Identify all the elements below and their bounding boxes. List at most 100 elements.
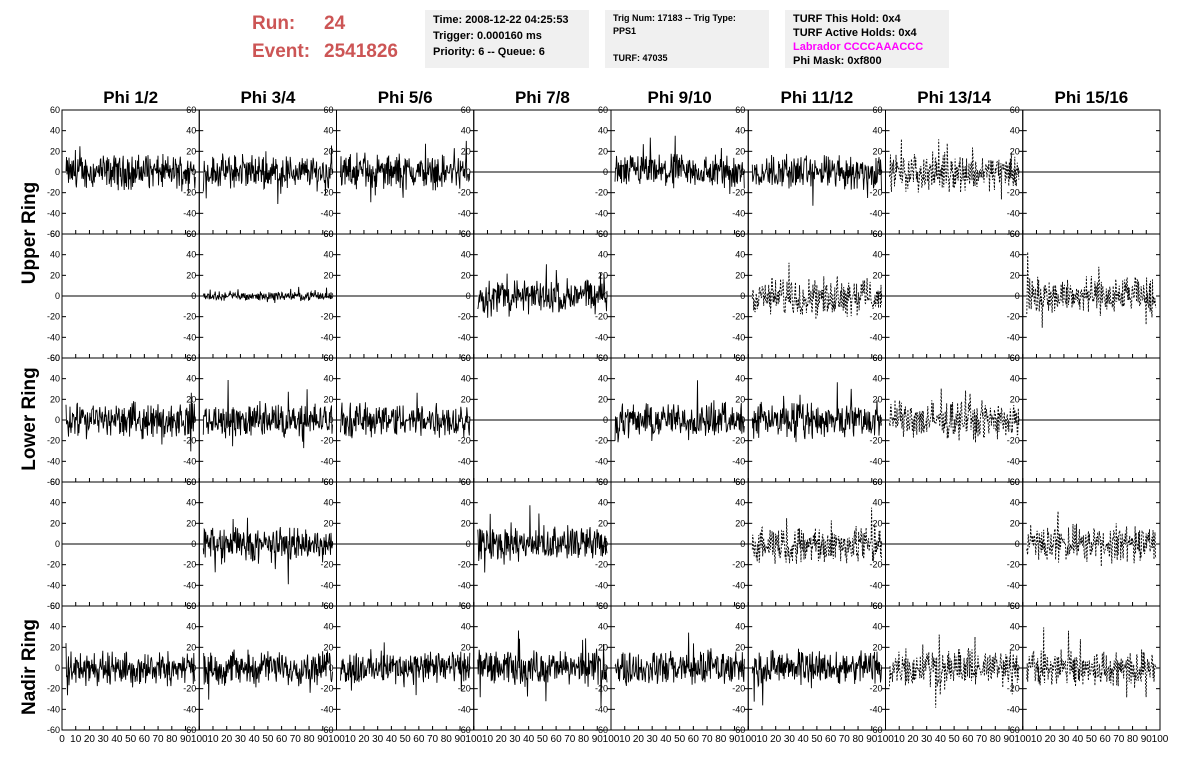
y-tick-label: -20: [1007, 684, 1020, 694]
y-tick-label: 40: [872, 498, 882, 508]
x-tick-label: 30: [1058, 734, 1070, 745]
y-tick-label: -40: [869, 456, 882, 466]
y-tick-label: 20: [735, 270, 745, 280]
y-tick-label: 20: [461, 518, 471, 528]
y-tick-label: 60: [461, 353, 471, 363]
y-tick-label: 40: [872, 622, 882, 632]
waveform-line: [751, 507, 882, 564]
y-tick-label: -20: [732, 560, 745, 570]
phi-header: Phi 1/2: [103, 88, 159, 107]
y-tick-label: -20: [1007, 312, 1020, 322]
y-tick-label: -60: [47, 229, 60, 239]
y-tick-label: 40: [461, 374, 471, 384]
y-tick-label: 0: [603, 291, 608, 301]
y-tick-label: 0: [328, 167, 333, 177]
y-tick-label: 60: [186, 477, 196, 487]
x-tick-label: 40: [1072, 734, 1084, 745]
y-tick-label: -40: [458, 332, 471, 342]
x-tick-label: 40: [523, 734, 535, 745]
x-tick-label: 60: [551, 734, 563, 745]
y-tick-label: 60: [186, 353, 196, 363]
y-tick-label: 60: [323, 229, 333, 239]
y-tick-label: -40: [320, 208, 333, 218]
event-label: Event:: [252, 41, 311, 62]
x-tick-label: 60: [825, 734, 837, 745]
y-tick-label: -20: [320, 436, 333, 446]
x-tick-label: 90: [592, 734, 604, 745]
labrador-text: Labrador CCCCAAACCC: [793, 41, 924, 53]
x-tick-label: 30: [372, 734, 384, 745]
y-tick-label: 0: [1015, 167, 1020, 177]
x-tick-label: 80: [852, 734, 864, 745]
x-tick-label: 20: [496, 734, 508, 745]
x-tick-label: 10: [894, 734, 906, 745]
y-tick-label: 60: [598, 353, 608, 363]
x-tick-label: 100: [877, 734, 894, 745]
x-tick-label: 50: [125, 734, 137, 745]
x-tick-label: 30: [98, 734, 110, 745]
time-text: Time: 2008-12-22 04:25:53: [433, 14, 569, 26]
y-tick-label: -40: [47, 208, 60, 218]
waveform-panel: [1022, 233, 1161, 359]
y-tick-label: 60: [598, 477, 608, 487]
y-tick-label: 40: [461, 126, 471, 136]
y-tick-label: -40: [595, 332, 608, 342]
y-tick-label: -20: [458, 560, 471, 570]
x-tick-label: 50: [811, 734, 823, 745]
y-tick-label: 0: [55, 663, 60, 673]
y-tick-label: 40: [735, 126, 745, 136]
y-tick-label: 60: [50, 477, 60, 487]
x-tick-label: 20: [770, 734, 782, 745]
y-tick-label: -40: [595, 580, 608, 590]
x-tick-label: 100: [1152, 734, 1169, 745]
y-tick-label: -20: [183, 684, 196, 694]
x-tick-label: 80: [166, 734, 178, 745]
x-tick-label: 60: [1100, 734, 1112, 745]
y-tick-label: -20: [183, 436, 196, 446]
x-tick-label: 50: [949, 734, 961, 745]
x-tick-label: 70: [290, 734, 302, 745]
y-tick-label: -40: [458, 456, 471, 466]
y-tick-label: 20: [735, 394, 745, 404]
x-tick-label: 50: [537, 734, 549, 745]
x-tick-label: 100: [465, 734, 482, 745]
panel-frame: [1022, 233, 1161, 359]
x-tick-label: 30: [647, 734, 659, 745]
y-tick-label: 60: [323, 353, 333, 363]
y-tick-label: -20: [320, 560, 333, 570]
waveform-line: [1026, 511, 1157, 567]
x-tick-label: 70: [702, 734, 714, 745]
y-tick-label: 40: [872, 374, 882, 384]
waveform-line: [1026, 251, 1157, 328]
waveform-line: [751, 382, 882, 443]
waveform-line: [477, 505, 608, 573]
y-tick-label: 20: [50, 270, 60, 280]
y-tick-label: 40: [461, 250, 471, 260]
y-tick-label: 20: [872, 146, 882, 156]
y-tick-label: 40: [323, 374, 333, 384]
x-tick-label: 70: [564, 734, 576, 745]
x-tick-label: 80: [441, 734, 453, 745]
y-tick-label: 40: [461, 622, 471, 632]
x-tick-label: 20: [221, 734, 233, 745]
x-tick-label: 20: [633, 734, 645, 745]
y-tick-label: 60: [872, 601, 882, 611]
x-tick-label: 70: [1113, 734, 1125, 745]
y-tick-label: 20: [50, 394, 60, 404]
y-tick-label: -40: [320, 332, 333, 342]
y-tick-label: -20: [732, 684, 745, 694]
waveform-line: [614, 380, 745, 443]
y-tick-label: 0: [55, 415, 60, 425]
y-tick-label: -20: [320, 188, 333, 198]
turf-active-text: TURF Active Holds: 0x4: [793, 27, 917, 39]
